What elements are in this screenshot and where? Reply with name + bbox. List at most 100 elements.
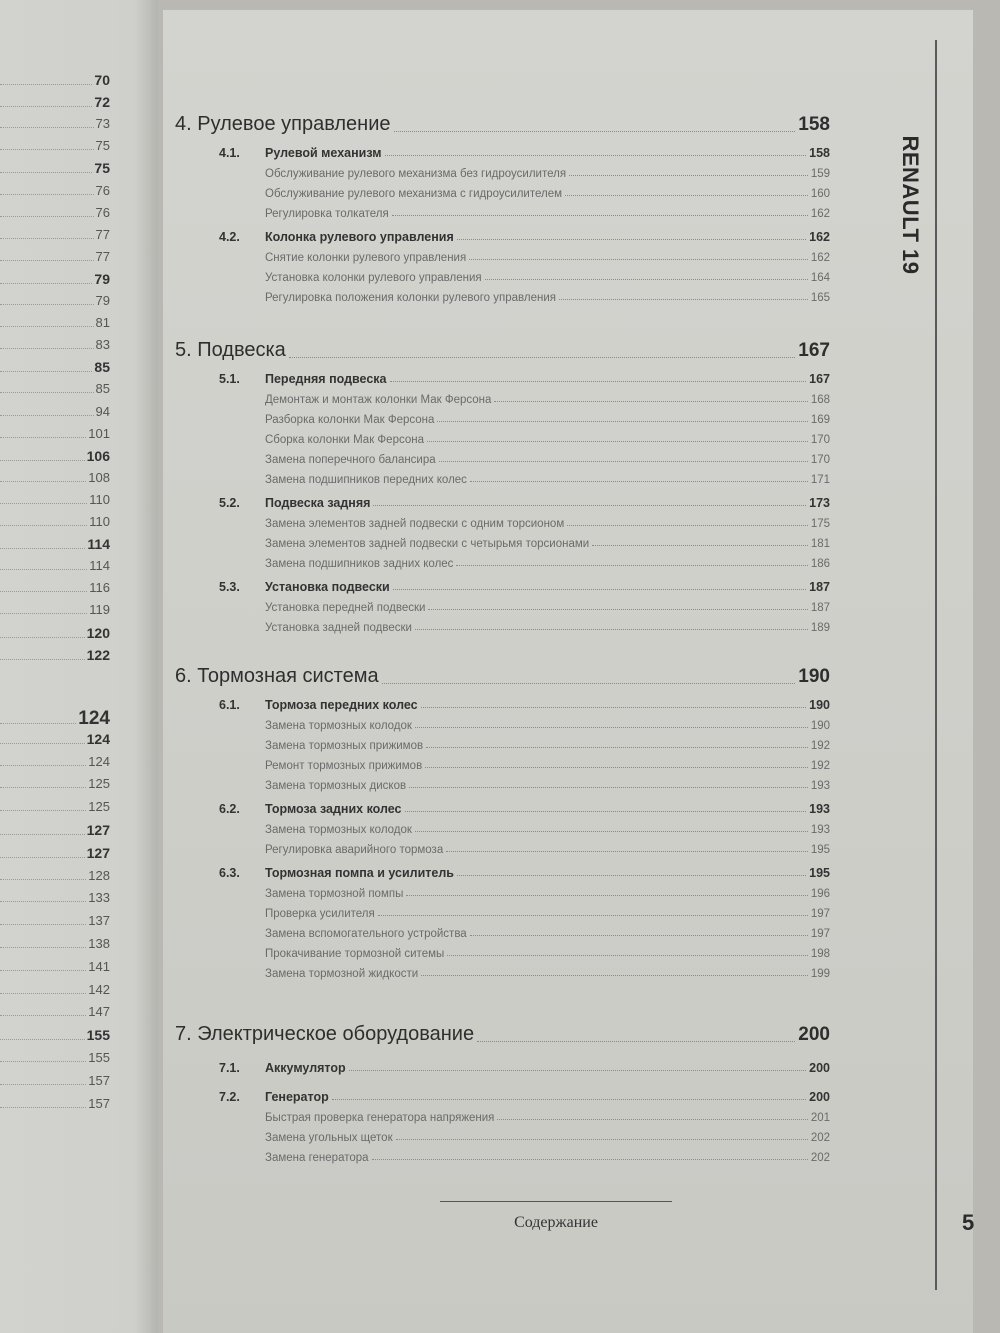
dot-leader [0, 742, 85, 744]
left-page-entry: 147 [0, 1004, 110, 1019]
page-ref: 114 [89, 558, 110, 574]
toc-item[interactable]: Замена тормозных дисков 193 [175, 772, 830, 792]
dot-leader [414, 727, 808, 728]
toc-item[interactable]: Снятие колонки рулевого управления 162 [175, 244, 830, 264]
toc-page: 190 [809, 698, 830, 712]
toc-subsection[interactable]: 4.1. Рулевой механизм 158 [175, 136, 830, 160]
toc-page: 202 [810, 1152, 830, 1164]
dot-leader [0, 524, 88, 526]
toc-chapter[interactable]: 4. Рулевое управление 158 [175, 104, 830, 136]
page-ref: 101 [88, 425, 110, 441]
dot-leader [426, 747, 808, 748]
toc-item[interactable]: Замена тормозных колодок 193 [175, 816, 830, 836]
toc-title: Разборка колонки Мак Ферсона [265, 414, 435, 426]
toc-subsection[interactable]: 6.1. Тормоза передних колес 190 [175, 688, 830, 712]
toc-item[interactable]: Замена вспомогательного устройства 197 [175, 920, 830, 940]
toc-item[interactable]: Регулировка аварийного тормоза 195 [175, 836, 830, 856]
page-ref: 157 [88, 1072, 110, 1088]
left-page-entry: 133 [0, 890, 110, 905]
toc-title: Снятие колонки рулевого управления [265, 252, 467, 264]
toc-item[interactable]: Сборка колонки Мак Ферсона 170 [175, 426, 830, 446]
toc-item[interactable]: Демонтаж и монтаж колонки Мак Ферсона 168 [175, 386, 830, 406]
toc-subsection[interactable]: 7.2. Генератор 200 [175, 1075, 830, 1104]
left-page-entry: 79 [0, 293, 110, 308]
toc-chapter[interactable]: 7. Электрическое оборудование 200 [175, 1014, 830, 1046]
toc-item[interactable]: Разборка колонки Мак Ферсона 169 [175, 406, 830, 426]
dot-leader [592, 545, 808, 546]
toc-subsection[interactable]: 5.2. Подвеска задняя 173 [175, 486, 830, 510]
toc-item[interactable]: Обслуживание рулевого механизма без гидр… [175, 160, 830, 180]
page-ref: 94 [95, 403, 110, 419]
toc-item[interactable]: Замена тормозных колодок 190 [175, 712, 830, 732]
toc-section: 7. Электрическое оборудование 200 7.1. Акку… [175, 1014, 830, 1164]
dot-leader [428, 609, 808, 610]
footer-divider [440, 1201, 672, 1202]
dot-leader [0, 325, 94, 328]
dot-leader [0, 786, 87, 789]
toc-subsection[interactable]: 5.1. Передняя подвеска 167 [175, 362, 830, 386]
toc-subsection[interactable]: 7.1. Аккумулятор 200 [175, 1046, 830, 1075]
toc-number: 6.2. [219, 802, 240, 816]
dot-leader [288, 357, 796, 358]
toc-item[interactable]: Замена генератора 202 [175, 1144, 830, 1164]
toc-chapter[interactable]: 6. Тормозная система 190 [175, 656, 830, 688]
dot-leader [0, 923, 87, 926]
toc-item[interactable]: Замена подшипников задних колес 186 [175, 550, 830, 570]
dot-leader [0, 1106, 87, 1108]
toc-page: 193 [810, 780, 830, 792]
dot-leader [371, 1159, 808, 1160]
toc-subsection[interactable]: 4.2. Колонка рулевого управления 162 [175, 220, 830, 244]
dot-leader [404, 811, 807, 812]
toc-item[interactable]: Быстрая проверка генератора напряжения 20… [175, 1104, 830, 1124]
dot-leader [0, 856, 85, 858]
toc-item[interactable]: Обслуживание рулевого механизма с гидроу… [175, 180, 830, 200]
toc-title: Установка колонки рулевого управления [265, 272, 482, 284]
left-page-entry: 116 [0, 580, 110, 595]
page-ref: 72 [94, 94, 110, 111]
toc-page: 170 [810, 434, 830, 446]
toc-item[interactable]: Замена подшипников передних колес 171 [175, 466, 830, 486]
toc-item[interactable]: Установка передней подвески 187 [175, 594, 830, 614]
left-page-entry: 125 [0, 799, 110, 814]
toc-subsection[interactable]: 5.3. Установка подвески 187 [175, 570, 830, 594]
left-page-entry: 75 [0, 160, 110, 176]
toc-subsection[interactable]: 6.2. Тормоза задних колес 193 [175, 792, 830, 816]
toc-title: Колонка рулевого управления [265, 230, 454, 244]
toc-page: 193 [809, 802, 830, 816]
dot-leader [565, 195, 808, 196]
toc-item[interactable]: Проверка усилителя 197 [175, 900, 830, 920]
toc-item[interactable]: Установка задней подвески 189 [175, 614, 830, 634]
toc-title: Установка задней подвески [265, 622, 412, 634]
toc-title: Регулировка толкателя [265, 208, 389, 220]
toc-item[interactable]: Замена тормозной жидкости 199 [175, 960, 830, 980]
toc-title: 5. Подвеска [175, 339, 286, 361]
toc-item[interactable]: Установка колонки рулевого управления 164 [175, 264, 830, 284]
toc-title: Замена подшипников передних колес [265, 474, 467, 486]
page-ref: 114 [87, 536, 110, 553]
toc-item[interactable]: Замена тормозных прижимов 192 [175, 732, 830, 752]
toc-number: 4.1. [219, 146, 240, 160]
toc-item[interactable]: Замена элементов задней подвески с четыр… [175, 530, 830, 550]
toc-page: 173 [809, 496, 830, 510]
toc-title: Замена вспомогательного устройства [265, 928, 467, 940]
toc-title: Генератор [265, 1090, 329, 1104]
page-ref: 76 [95, 182, 110, 198]
dot-leader [0, 303, 94, 305]
toc-item[interactable]: Замена тормозной помпы 196 [175, 880, 830, 900]
toc-subsection[interactable]: 6.3. Тормозная помпа и усилитель 195 [175, 856, 830, 880]
toc-item[interactable]: Регулировка положения колонки рулевого у… [175, 284, 830, 304]
toc-item[interactable]: Прокачивание тормозной ситемы 198 [175, 940, 830, 960]
dot-leader [0, 969, 87, 971]
toc-item[interactable]: Ремонт тормозных прижимов 192 [175, 752, 830, 772]
toc-item[interactable]: Регулировка толкателя 162 [175, 200, 830, 220]
dot-leader [0, 636, 85, 638]
toc-title: Замена тормозных прижимов [265, 740, 424, 752]
page-ref: 76 [95, 204, 110, 220]
toc-chapter[interactable]: 5. Подвеска 167 [175, 330, 830, 362]
toc-title: Замена генератора [265, 1152, 369, 1164]
toc-item[interactable]: Замена элементов задней подвески с одним… [175, 510, 830, 530]
toc-item[interactable]: Замена угольных щеток 202 [175, 1124, 830, 1144]
toc-item[interactable]: Замена поперечного балансира 170 [175, 446, 830, 466]
toc-title: Тормозная помпа и усилитель [265, 866, 454, 880]
dot-leader [0, 259, 94, 261]
